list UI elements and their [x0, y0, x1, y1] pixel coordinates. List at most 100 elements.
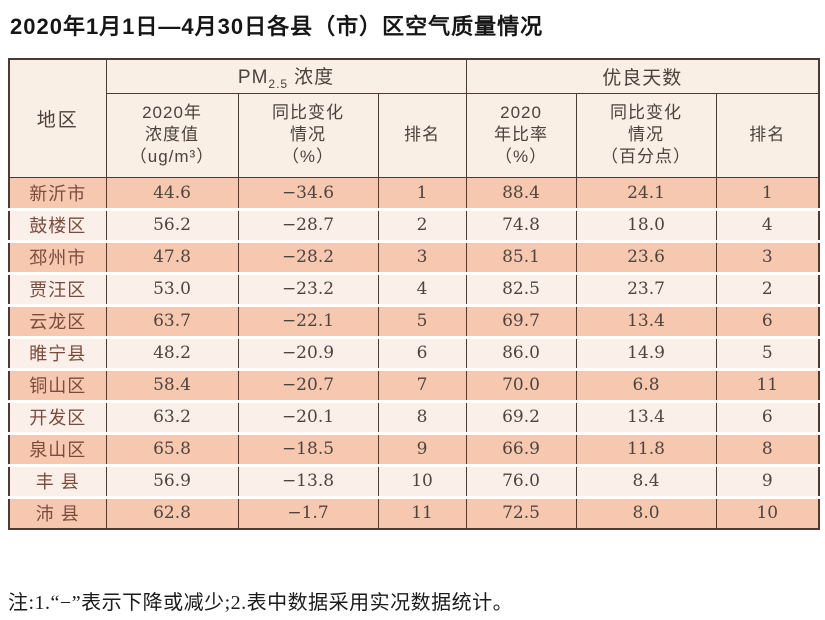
pm25-label-subscript: 2.5: [268, 76, 289, 91]
pm-change-cell: −13.8: [237, 463, 378, 497]
header-good-rank: 排名: [715, 92, 820, 178]
good-rank-cell: 6: [715, 399, 820, 433]
pm-change-cell: −23.2: [237, 271, 378, 305]
pm-change-cell: −20.9: [237, 335, 378, 369]
pm-rank-cell: 11: [377, 495, 467, 529]
pm-rank-cell: 7: [377, 367, 467, 401]
header-pm-change: 同比变化 情况 （%）: [237, 92, 379, 178]
good-change-cell: 8.4: [575, 463, 717, 497]
pm-value-cell: 63.2: [105, 399, 238, 433]
table-row: 云龙区 63.7 −22.1 5 69.7 13.4 6: [9, 303, 820, 337]
pm-value-cell: 58.4: [105, 367, 238, 401]
pm-value-cell: 63.7: [105, 303, 238, 337]
table-row: 睢宁县 48.2 −20.9 6 86.0 14.9 5: [9, 335, 820, 369]
header-group-row: 地区 PM2.5 浓度 优良天数: [8, 58, 820, 178]
region-cell: 睢宁县: [9, 335, 106, 369]
pm-rank-cell: 8: [377, 399, 467, 433]
region-cell: 丰 县: [9, 463, 106, 497]
good-rank-cell: 11: [715, 367, 820, 401]
good-change-cell: 13.4: [575, 399, 717, 433]
good-ratio-cell: 88.4: [465, 177, 577, 209]
table-row: 丰 县 56.9 −13.8 10 76.0 8.4 9: [9, 463, 820, 497]
good-rank-cell: 3: [715, 239, 820, 273]
pm-rank-cell: 9: [377, 431, 467, 465]
pm25-label-rest: 浓度: [294, 66, 335, 88]
pm-rank-cell: 4: [377, 271, 467, 305]
pm-value-cell: 62.8: [105, 495, 238, 529]
good-ratio-cell: 70.0: [465, 367, 577, 401]
good-rank-cell: 5: [715, 335, 820, 369]
footnote: 注:1.“−”表示下降或减少;2.表中数据采用实况数据统计。: [8, 592, 514, 614]
pm-change-cell: −20.7: [237, 367, 378, 401]
region-cell: 铜山区: [9, 367, 106, 401]
good-change-cell: 14.9: [575, 335, 717, 369]
good-ratio-cell: 66.9: [465, 431, 577, 465]
good-rank-cell: 6: [715, 303, 820, 337]
pm-change-cell: −20.1: [237, 399, 378, 433]
table-row: 沛 县 62.8 −1.7 11 72.5 8.0 10: [9, 495, 820, 529]
header-good-ratio: 2020 年比率 （%）: [465, 92, 577, 178]
good-change-cell: 24.1: [575, 177, 717, 209]
pm25-label-main: PM: [237, 66, 269, 88]
region-cell: 新沂市: [29, 183, 87, 204]
good-ratio-cell: 74.8: [465, 207, 577, 241]
header-pm-value: 2020年 浓度值 （ug/m³）: [105, 92, 239, 178]
pm-change-cell: −28.2: [237, 239, 378, 273]
pm-value-cell: 44.6: [105, 177, 238, 209]
good-change-cell: 23.6: [575, 239, 717, 273]
pm-change-cell: −18.5: [237, 431, 378, 465]
good-ratio-cell: 76.0: [465, 463, 577, 497]
page-title: 2020年1月1日—4月30日各县（市）区空气质量情况: [10, 14, 544, 39]
good-ratio-cell: 86.0: [465, 335, 577, 369]
pm-rank-cell: 6: [377, 335, 467, 369]
region-cell: 开发区: [9, 399, 106, 433]
header-pm-rank: 排名: [377, 92, 467, 178]
region-cell: 贾汪区: [9, 271, 106, 305]
table-row: 鼓楼区 56.2 −28.7 2 74.8 18.0 4: [9, 207, 820, 241]
good-change-cell: 18.0: [575, 207, 717, 241]
good-rank-cell: 4: [715, 207, 820, 241]
region-cell: 沛 县: [9, 495, 106, 529]
table-row: 邳州市 47.8 −28.2 3 85.1 23.6 3: [9, 239, 820, 273]
pm-rank-cell: 5: [377, 303, 467, 337]
pm-value-cell: 65.8: [105, 431, 238, 465]
table-row: 铜山区 58.4 −20.7 7 70.0 6.8 11: [9, 367, 820, 401]
pm-value-cell: 53.0: [105, 271, 238, 305]
region-cell: 鼓楼区: [9, 207, 106, 241]
good-rank-cell: 9: [715, 463, 820, 497]
good-change-cell: 6.8: [575, 367, 717, 401]
pm-change-cell: −28.7: [237, 207, 378, 241]
pm-value-cell: 56.2: [105, 207, 238, 241]
table-row: 新沂市 44.6 −34.6 1 88.4 24.1 1: [9, 177, 820, 209]
air-quality-table: 地区 PM2.5 浓度 优良天数 2020年 浓度值 （ug/m³） 同比变化 情…: [8, 58, 821, 530]
table-body: 新沂市 44.6 −34.6 1 88.4 24.1 1 鼓楼区 56.2 −28.7 2 74.8 1…: [9, 177, 820, 529]
header-good-change: 同比变化 情况 （百分点）: [575, 92, 717, 178]
good-rank-cell: 2: [715, 271, 820, 305]
table-row: 开发区 63.2 −20.1 8 69.2 13.4 6: [9, 399, 820, 433]
header-sub-row: 2020年 浓度值 （ug/m³） 同比变化 情况 （%） 排名 2020 年比…: [9, 92, 820, 178]
header-group-pm25: PM2.5 浓度: [105, 58, 467, 94]
pm-value-cell: 56.9: [105, 463, 238, 497]
good-ratio-cell: 72.5: [465, 495, 577, 529]
table-row: 泉山区 65.8 −18.5 9 66.9 11.8 8: [9, 431, 820, 465]
good-change-cell: 23.7: [575, 271, 717, 305]
region-cell: 云龙区: [9, 303, 106, 337]
table-header: 地区 PM2.5 浓度 优良天数 2020年 浓度值 （ug/m³） 同比变化 情…: [8, 58, 820, 178]
pm-change-cell: −34.6: [237, 177, 378, 209]
pm-value-cell: 47.8: [105, 239, 238, 273]
good-ratio-cell: 69.7: [465, 303, 577, 337]
pm-change-cell: −22.1: [237, 303, 378, 337]
table-row: 贾汪区 53.0 −23.2 4 82.5 23.7 2: [9, 271, 820, 305]
good-ratio-cell: 69.2: [465, 399, 577, 433]
good-rank-cell: 8: [715, 431, 820, 465]
header-group-good-days: 优良天数: [465, 58, 820, 94]
pm-rank-cell: 1: [377, 177, 467, 209]
good-ratio-cell: 82.5: [465, 271, 577, 305]
region-cell: 邳州市: [9, 239, 106, 273]
good-change-cell: 8.0: [575, 495, 717, 529]
good-ratio-cell: 85.1: [465, 239, 577, 273]
region-cell: 泉山区: [9, 431, 106, 465]
pm-rank-cell: 10: [377, 463, 467, 497]
pm-rank-cell: 2: [377, 207, 467, 241]
